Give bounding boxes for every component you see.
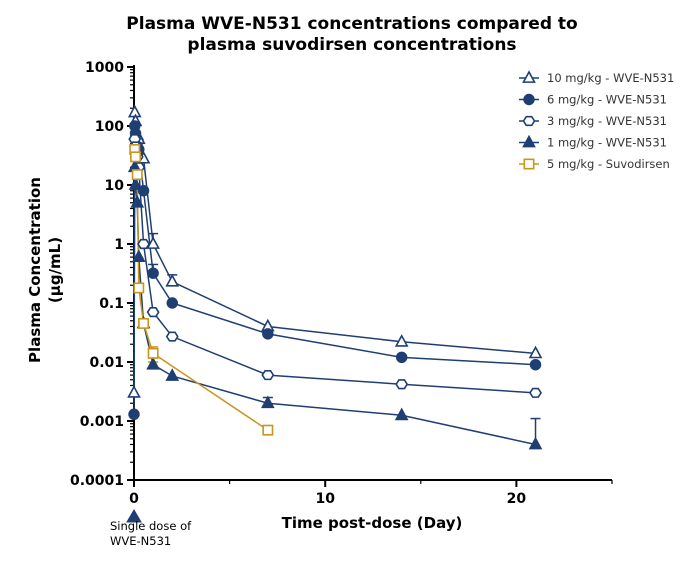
data-point [166,297,178,309]
y-axis-label-line-1: Plasma Concentration [26,177,44,363]
y-tick-label: 1000 [85,60,124,76]
series-line [133,112,536,393]
data-point [147,267,159,279]
dose-arrow-icon [126,509,142,523]
series-line [134,167,536,446]
x-tick-label: 10 [315,491,335,507]
series-line [134,139,536,394]
data-point [127,385,141,398]
y-tick-label: 10 [105,178,125,194]
y-tick-label: 1 [114,237,124,253]
data-point [395,379,409,390]
y-tick-label: 0.01 [89,355,124,371]
legend-label: 10 mg/kg - WVE-N531 [547,71,674,85]
data-point [138,317,150,329]
data-point [165,273,180,287]
legend-label: 1 mg/kg - WVE-N531 [547,136,667,150]
series-line [133,125,536,415]
data-point [528,436,543,450]
data-point [131,169,143,181]
data-point [165,368,180,381]
legend-label: 6 mg/kg - WVE-N531 [547,93,667,107]
data-point [130,195,145,208]
data-point [146,356,160,370]
legend-label: 3 mg/kg - WVE-N531 [547,114,667,128]
legend-label: 5 mg/kg - Suvodirsen [547,157,670,171]
data-point [128,177,143,190]
chart-title-line-2: plasma suvodirsen concentrations [187,35,516,55]
data-point [131,249,146,263]
x-tick-label: 20 [507,491,527,507]
data-point [133,282,145,294]
data-point [395,351,408,364]
dose-annotation-line-2: WVE-N531 [110,534,171,548]
legend-marker [522,70,536,83]
x-tick-label: 0 [129,491,139,507]
y-tick-label: 0.001 [80,414,124,430]
data-point [260,395,275,409]
series-line [134,149,269,431]
data-point [146,236,160,249]
x-axis-label: Time post-dose (Day) [282,514,463,532]
y-tick-label: 100 [95,119,124,135]
legend-marker [522,134,536,148]
data-point [128,408,140,421]
data-point [394,334,409,347]
dose-annotation-line-1: Single dose of [110,519,192,533]
data-point [137,238,151,250]
y-tick-label: 0.0001 [70,473,124,489]
data-point [394,407,409,421]
data-point [529,387,542,398]
data-point [130,151,142,163]
data-point [261,370,275,381]
data-point [262,424,274,436]
data-point [165,331,179,342]
legend-marker [523,93,535,106]
y-tick-label: 0.1 [99,296,124,312]
legend-marker [523,158,535,170]
y-axis-label-line-2: (µg/mL) [46,237,64,303]
legend-marker [522,115,536,127]
legend: 10 mg/kg - WVE-N531 6 mg/kg - WVE-N531 3 m… [519,70,674,171]
data-point [528,345,543,359]
data-point [262,328,274,340]
data-point [147,347,159,359]
plot-area: 0.0001 0.001 0.01 0.1 1 10 100 1000 0 10 20 10 mg/k… [70,60,674,523]
chart-title-line-1: Plasma WVE-N531 concentrations compared … [126,14,577,34]
data-point [529,358,542,371]
data-point [146,307,160,318]
